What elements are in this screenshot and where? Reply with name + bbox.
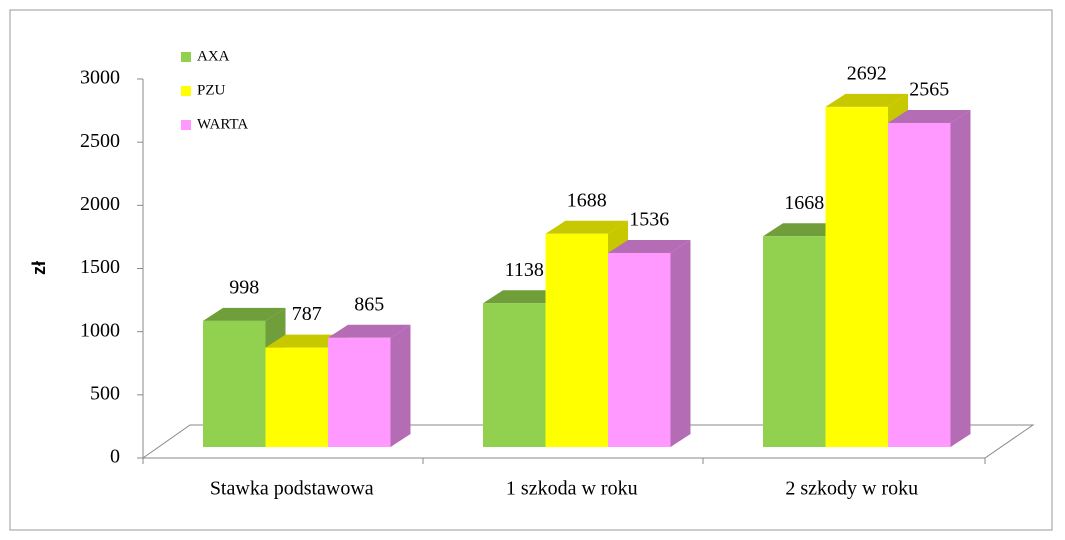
x-tick-label: 2 szkody w roku	[785, 478, 918, 500]
bar	[545, 233, 608, 447]
value-label: 1688	[567, 189, 607, 211]
x-tick-label: 1 szkoda w roku	[506, 478, 638, 500]
bar	[328, 337, 391, 447]
bar	[763, 236, 826, 447]
bar	[265, 347, 328, 447]
y-tick-label: 1000	[80, 319, 120, 341]
value-label: 865	[354, 293, 384, 315]
y-tick-label: 2500	[80, 130, 120, 152]
bar-top	[608, 239, 691, 253]
value-label: 2565	[909, 79, 949, 101]
bar-top	[763, 223, 846, 237]
y-tick-label: 1500	[80, 256, 120, 278]
value-label: 998	[229, 277, 259, 299]
value-label: 2692	[847, 63, 887, 85]
bar	[203, 320, 266, 447]
value-label: 1536	[629, 209, 669, 231]
bar-top	[203, 307, 286, 321]
bar-top	[328, 324, 411, 338]
bar-top	[483, 290, 566, 304]
y-tick-label: 500	[90, 382, 120, 404]
bar-side	[950, 109, 971, 447]
bar-top	[265, 334, 348, 348]
y-tick-label: 2000	[80, 193, 120, 215]
legend-label: AXA	[197, 48, 230, 64]
bar-side	[390, 324, 411, 447]
legend-label: PZU	[197, 82, 226, 98]
legend-swatch	[181, 52, 191, 62]
bar-side	[670, 239, 691, 447]
legend-label: WARTA	[197, 116, 248, 132]
bar-top	[825, 93, 908, 107]
bar-top	[888, 109, 971, 123]
value-label: 787	[292, 303, 322, 325]
legend-swatch	[181, 120, 191, 130]
value-label: 1668	[784, 192, 824, 214]
bar-top	[545, 220, 628, 234]
bar	[825, 106, 888, 447]
legend-swatch	[181, 86, 191, 96]
value-label: 1138	[505, 259, 544, 281]
y-tick-label: 0	[110, 446, 120, 468]
bar	[483, 303, 546, 447]
y-tick-label: 3000	[80, 67, 120, 89]
x-tick-label: Stawka podstawowa	[210, 478, 374, 500]
bar	[888, 122, 951, 447]
y-axis-label: zł	[29, 261, 49, 275]
bar	[608, 252, 671, 447]
